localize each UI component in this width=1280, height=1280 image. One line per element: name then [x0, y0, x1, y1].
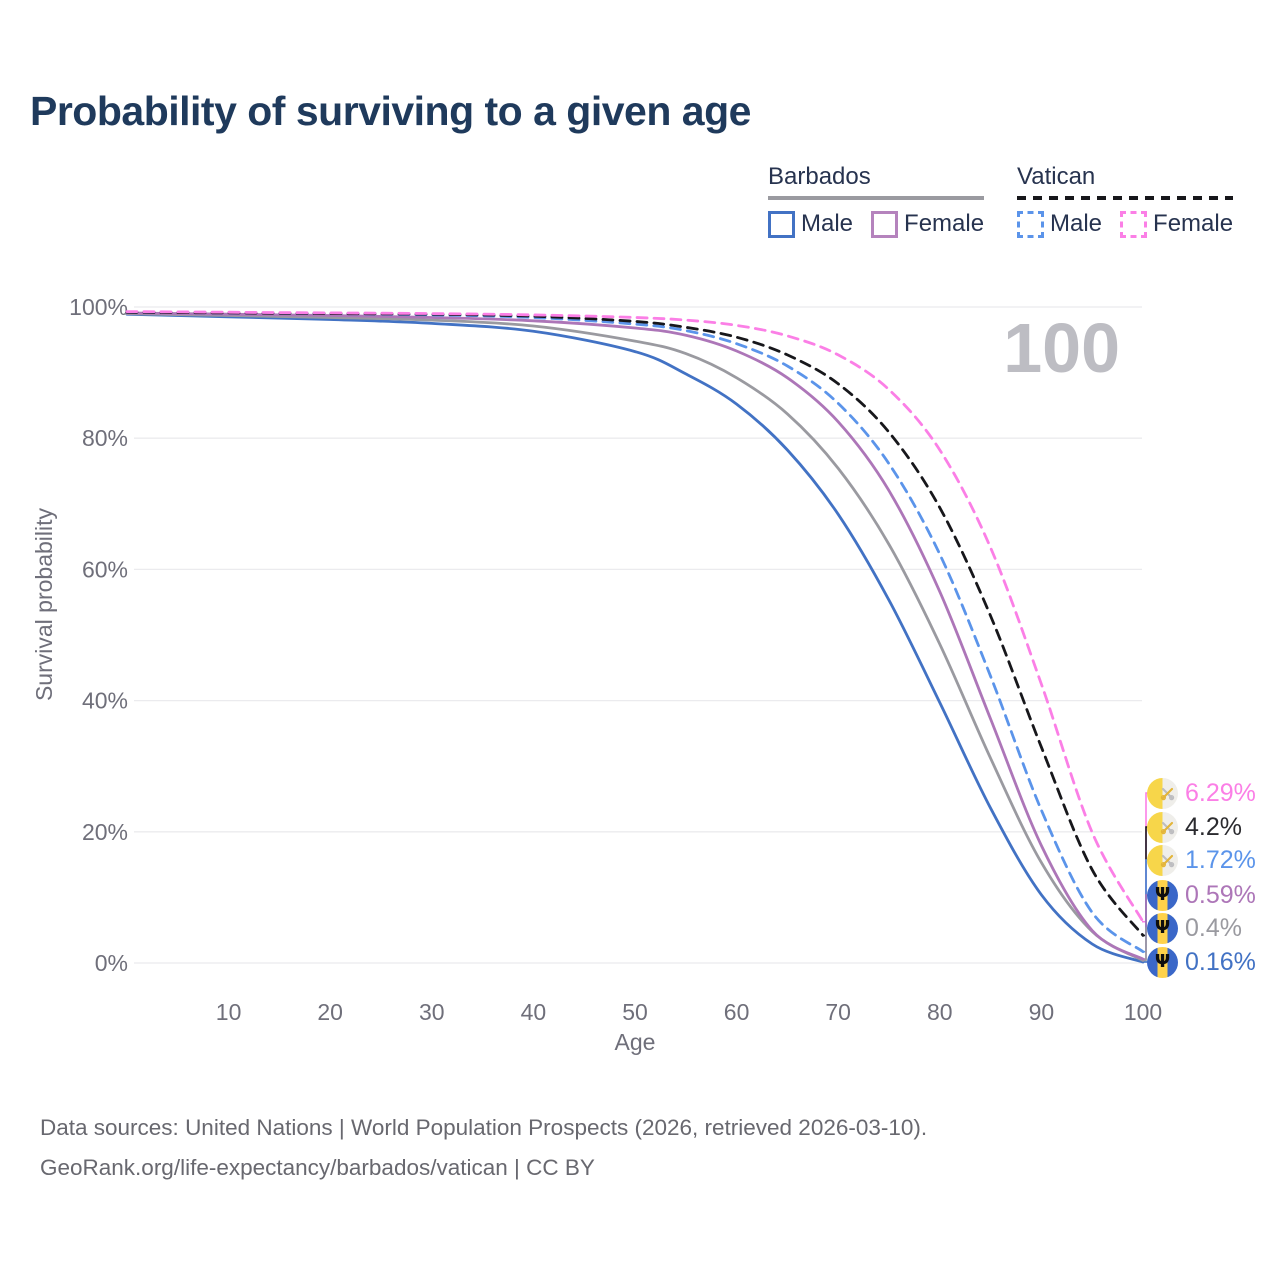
- y-tick-label: 20%: [82, 819, 128, 845]
- x-axis-title: Age: [614, 1029, 656, 1055]
- legend-group-barbados: Barbados Male Female: [768, 163, 985, 238]
- footer: Data sources: United Nations | World Pop…: [40, 1108, 927, 1188]
- legend-group-vatican: Vatican Male Female: [1017, 163, 1234, 238]
- end-label-barbados-female: Ψ 0.59%: [1147, 879, 1256, 911]
- barbados-flag-icon: Ψ: [1147, 946, 1178, 978]
- legend-rule-vatican-total: [1017, 196, 1234, 200]
- vatican-flag-icon: [1147, 811, 1178, 843]
- end-value: 0.16%: [1185, 947, 1256, 976]
- legend-item-label: Female: [904, 210, 985, 237]
- vatican-flag-icon: [1147, 844, 1178, 876]
- end-value: 0.59%: [1185, 880, 1256, 909]
- series-line-vatican-total[interactable]: [125, 310, 1145, 937]
- y-tick-label: 40%: [82, 688, 128, 714]
- end-value: 0.4%: [1185, 913, 1242, 942]
- y-tick-label: 60%: [82, 556, 128, 582]
- end-label-barbados-male: Ψ 0.16%: [1147, 946, 1256, 978]
- legend-item-vatican-female[interactable]: Female: [1120, 210, 1233, 238]
- legend: Barbados Male Female Vatican Male Female: [0, 163, 1280, 243]
- legend-group-title-barbados[interactable]: Barbados: [768, 163, 871, 190]
- series-line-vatican-male[interactable]: [125, 310, 1145, 954]
- series-line-vatican-female[interactable]: [125, 310, 1145, 924]
- barbados-flag-icon: Ψ: [1147, 879, 1178, 911]
- legend-item-barbados-female[interactable]: Female: [871, 210, 984, 238]
- end-value: 4.2%: [1185, 812, 1242, 841]
- x-tick-label: 90: [1029, 999, 1055, 1025]
- legend-swatch-barbados-female: [871, 210, 899, 238]
- legend-item-label: Female: [1153, 210, 1234, 237]
- x-tick-label: 60: [724, 999, 750, 1025]
- end-value: 6.29%: [1185, 778, 1256, 807]
- legend-swatch-vatican-male: [1017, 210, 1044, 238]
- barbados-flag-icon: Ψ: [1147, 912, 1178, 944]
- x-tick-label: 100: [1124, 999, 1162, 1025]
- legend-swatch-barbados-male: [768, 210, 795, 238]
- series-line-barbados-male[interactable]: [125, 312, 1145, 964]
- end-value: 1.72%: [1185, 845, 1256, 874]
- end-label-barbados-total: Ψ 0.4%: [1147, 912, 1242, 944]
- y-axis-title: Survival probability: [31, 508, 57, 702]
- page-title: Probability of surviving to a given age: [30, 88, 751, 134]
- legend-swatch-vatican-female: [1120, 210, 1148, 238]
- x-tick-label: 70: [825, 999, 851, 1025]
- end-label-vatican-male: 1.72%: [1147, 844, 1256, 876]
- vatican-flag-icon: [1147, 777, 1178, 809]
- legend-item-vatican-male[interactable]: Male: [1017, 210, 1102, 238]
- data-sources-line: Data sources: United Nations | World Pop…: [40, 1115, 928, 1140]
- attribution-line: GeoRank.org/life-expectancy/barbados/vat…: [40, 1155, 595, 1180]
- legend-item-label: Male: [801, 210, 854, 237]
- x-tick-label: 80: [927, 999, 953, 1025]
- x-tick-label: 20: [317, 999, 343, 1025]
- legend-item-barbados-male[interactable]: Male: [768, 210, 853, 238]
- legend-item-label: Male: [1050, 210, 1103, 237]
- x-tick-label: 50: [622, 999, 648, 1025]
- legend-group-title-vatican[interactable]: Vatican: [1017, 163, 1096, 190]
- age-counter-annotation: 100: [1003, 309, 1120, 387]
- x-tick-label: 10: [216, 999, 242, 1025]
- y-tick-label: 0%: [95, 950, 128, 976]
- series-line-barbados-female[interactable]: [125, 311, 1145, 961]
- end-label-vatican-total: 4.2%: [1147, 811, 1242, 843]
- y-tick-label: 80%: [82, 425, 128, 451]
- x-tick-label: 30: [419, 999, 445, 1025]
- x-tick-label: 40: [521, 999, 547, 1025]
- end-label-vatican-female: 6.29%: [1147, 777, 1256, 809]
- series-line-barbados-total[interactable]: [125, 312, 1145, 962]
- legend-rule-barbados-total: [768, 196, 985, 200]
- y-tick-label: 100%: [69, 294, 128, 320]
